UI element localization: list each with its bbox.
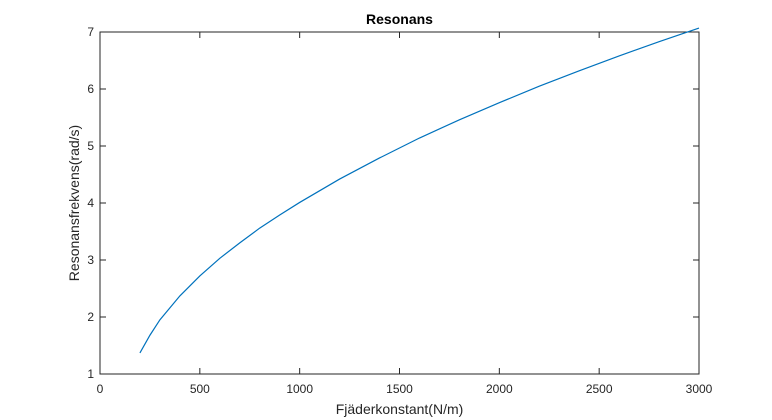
x-tick-label: 3000 [686,382,713,396]
x-tick-label: 1500 [386,382,413,396]
x-tick-label: 1000 [286,382,313,396]
y-axis-label: Resonansfrekvens(rad/s) [66,125,82,281]
series-line [139,27,700,354]
x-tick-label: 0 [97,382,104,396]
y-tick-label: 6 [87,82,94,96]
y-tick-label: 5 [87,139,94,153]
y-tick-label: 2 [87,310,94,324]
y-tick-label: 3 [87,253,94,267]
series-group [139,27,700,354]
axis-ticks: 0 500 1000 1500 2000 2500 3000 1 2 3 4 5 6 7 [87,25,712,396]
y-tick-label: 4 [87,196,94,210]
plot-area [99,31,700,375]
x-axis-label: Fjäderkonstant(N/m) [336,401,464,417]
x-tick-label: 500 [190,382,210,396]
x-tick-label: 2500 [586,382,613,396]
y-tick-label: 7 [87,25,94,39]
chart-title: Resonans [366,11,433,27]
y-tick-label: 1 [87,367,94,381]
x-tick-label: 2000 [486,382,513,396]
